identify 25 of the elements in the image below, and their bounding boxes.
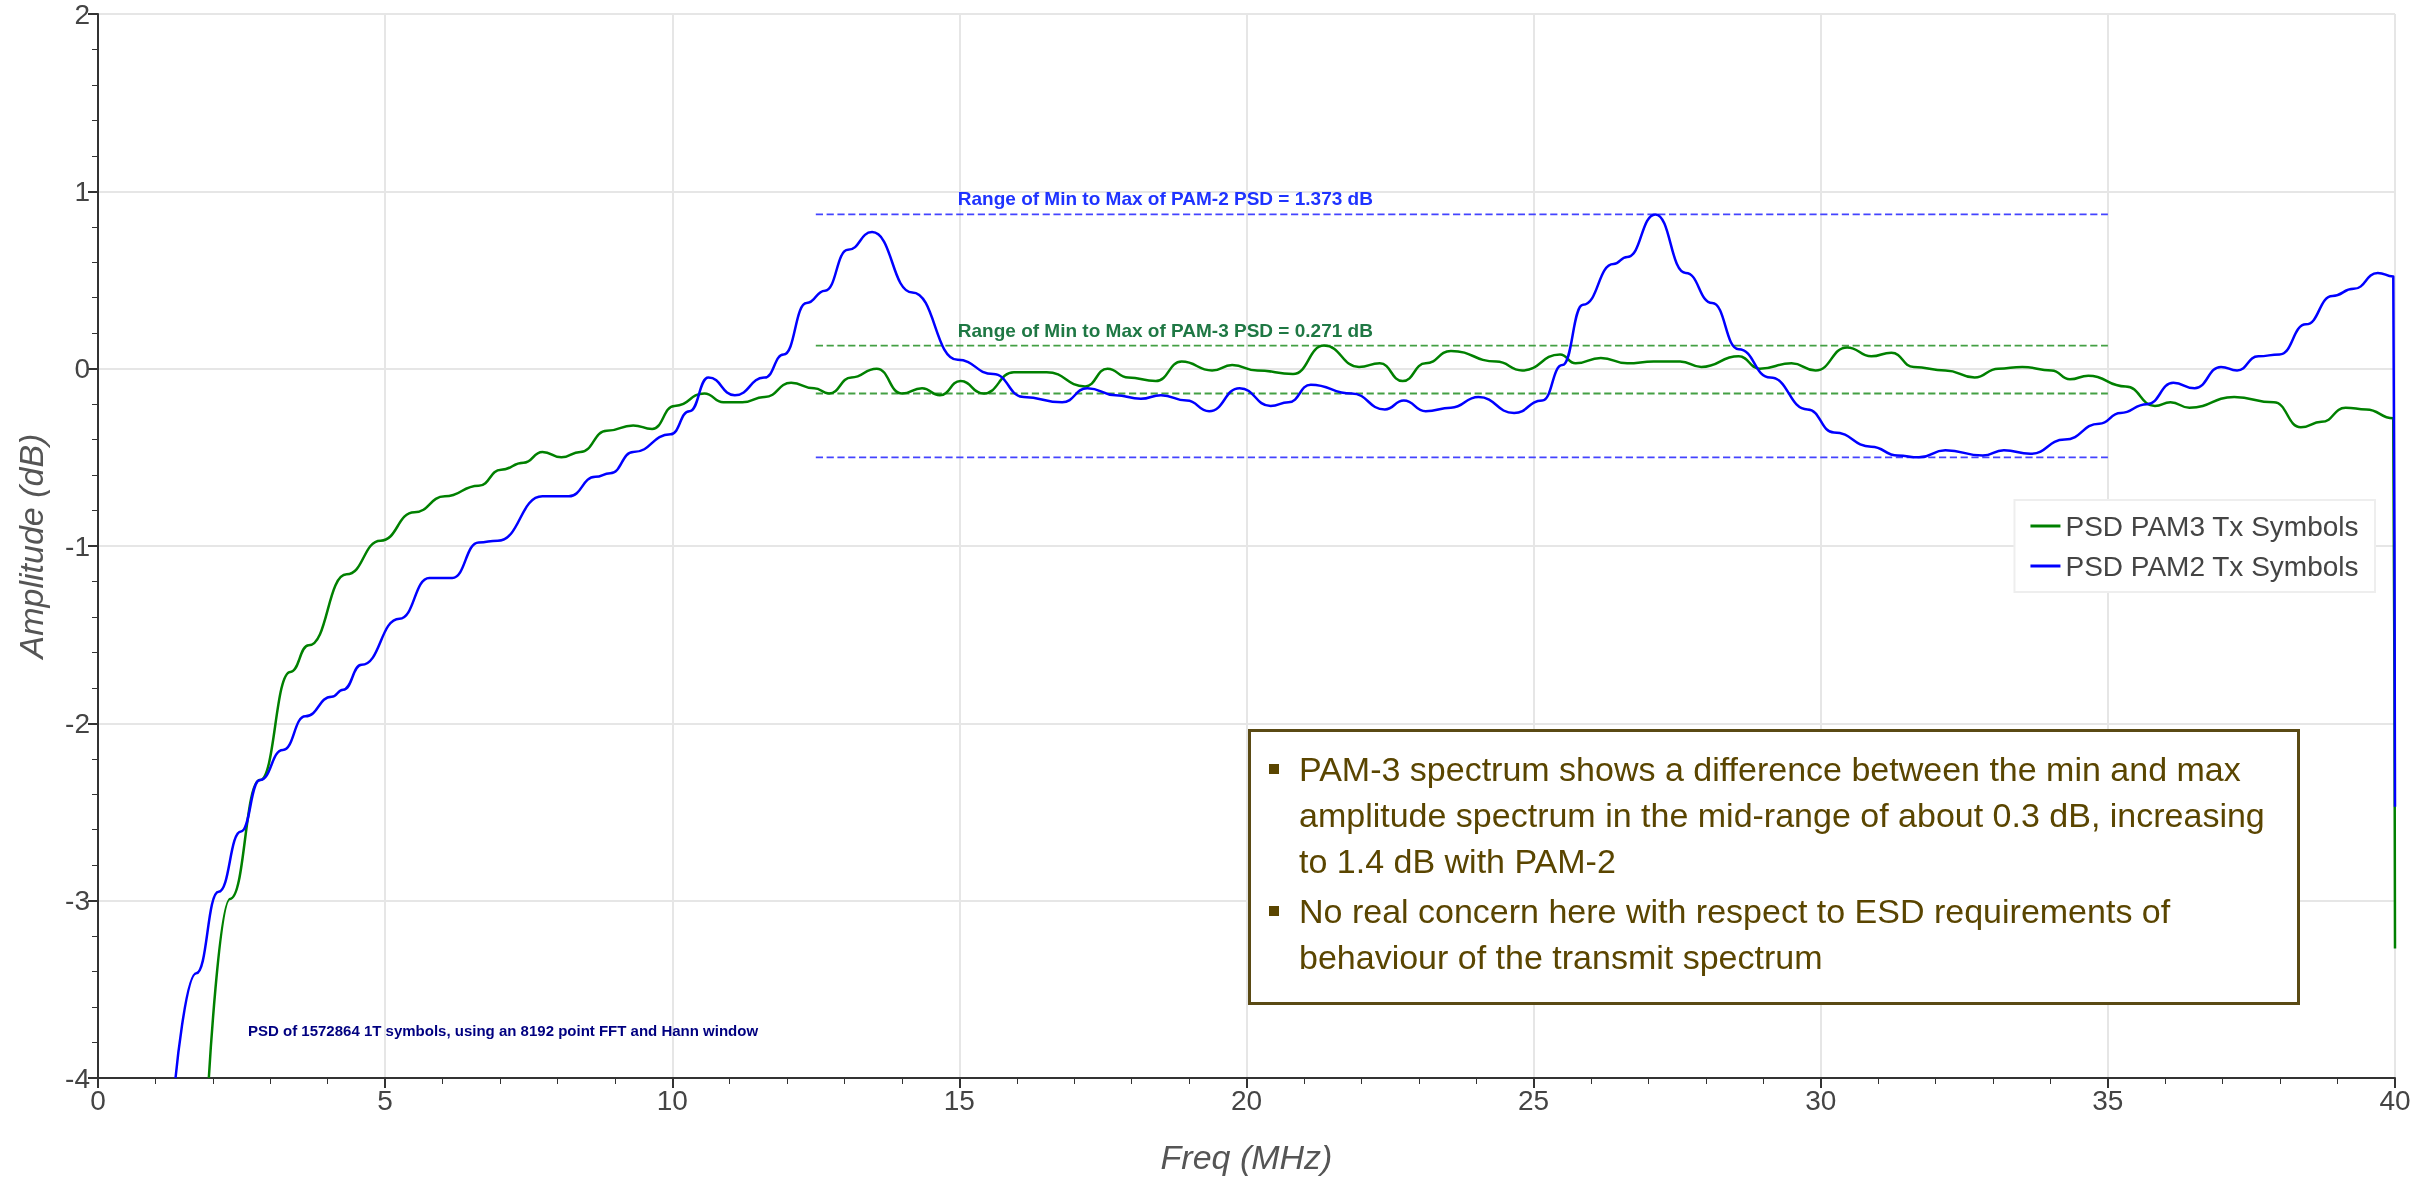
x-tick-label: 20 <box>1230 1084 1263 1116</box>
annotation: Range of Min to Max of PAM-3 PSD = 0.271 dB <box>957 319 1373 341</box>
x-tick-label: 25 <box>1518 1084 1550 1116</box>
x-axis-title: Freq (MHz) <box>1160 1138 1333 1176</box>
x-tick-label: 35 <box>2092 1084 2124 1116</box>
y-tick-label: -4 <box>65 1062 90 1094</box>
y-tick-label: 0 <box>74 353 90 385</box>
y-tick-label: -3 <box>65 885 90 917</box>
y-tick-label: -2 <box>65 707 90 739</box>
annotation: PSD of 1572864 1T symbols, using an 8192 point FFT and Hann window <box>248 1022 759 1039</box>
line-series <box>174 213 2397 1080</box>
annotation: PAM-3 spectrum shows a difference between the min and max amplitude spectrum in the mid-range of about 0.3 dB, increasing to 1.4 dB with PAM-2 <box>1299 749 2266 882</box>
y-axis-title: Amplitude (dB) <box>12 433 50 661</box>
x-tick-label: 5 <box>377 1084 393 1116</box>
y-tick-label: -1 <box>65 530 90 562</box>
x-tick-label: 15 <box>943 1084 975 1116</box>
x-tick-label: 40 <box>2379 1084 2411 1116</box>
annotation: Range of Min to Max of PAM-2 PSD = 1.373 dB <box>957 188 1373 210</box>
annotation: No real concern here with respect to ESD requirements of behaviour of the transmit spectrum <box>1299 891 2172 978</box>
legend-label: PSD PAM3 Tx Symbols <box>2065 510 2359 542</box>
x-tick-label: 10 <box>656 1084 688 1116</box>
y-tick-label: 1 <box>74 175 90 207</box>
legend-label: PSD PAM2 Tx Symbols <box>2065 550 2359 582</box>
x-tick-label: 30 <box>1805 1084 1837 1116</box>
y-tick-label: 2 <box>74 0 90 30</box>
